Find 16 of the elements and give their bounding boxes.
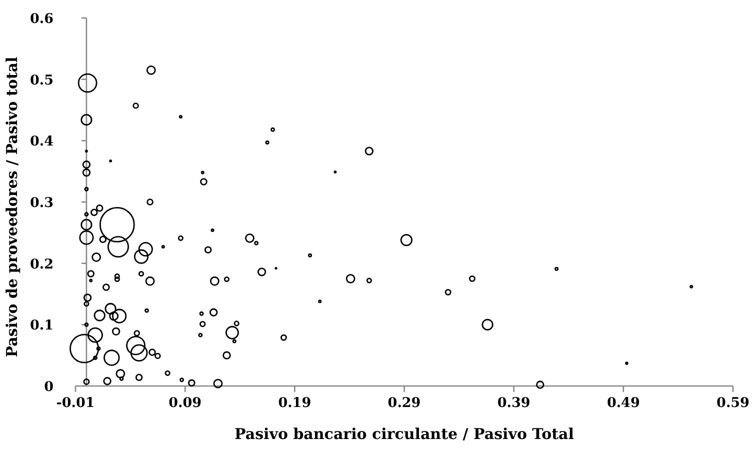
x-tick-label: 0.39 xyxy=(497,395,530,411)
x-tick-label: 0.09 xyxy=(168,395,202,411)
y-tick-label: 0.5 xyxy=(30,72,54,88)
y-tick-label: 0.6 xyxy=(30,11,54,27)
x-tick-label: 0.59 xyxy=(716,395,750,411)
y-tick-label: 0.4 xyxy=(30,134,54,150)
y-tick-label: 0.1 xyxy=(30,318,54,334)
y-tick-label: 0 xyxy=(44,379,54,395)
y-tick-label: 0.3 xyxy=(30,195,54,211)
x-tick-label: -0.01 xyxy=(56,395,95,411)
x-tick-label: 0.29 xyxy=(388,395,421,411)
y-tick-label: 0.2 xyxy=(30,256,54,272)
x-tick-label: 0.19 xyxy=(278,395,312,411)
x-tick-label: 0.49 xyxy=(606,395,640,411)
x-axis-title: Pasivo bancario circulante / Pasivo Total xyxy=(234,425,574,443)
y-axis-title: Pasivo de proveedores / Pasivo total xyxy=(3,56,21,358)
